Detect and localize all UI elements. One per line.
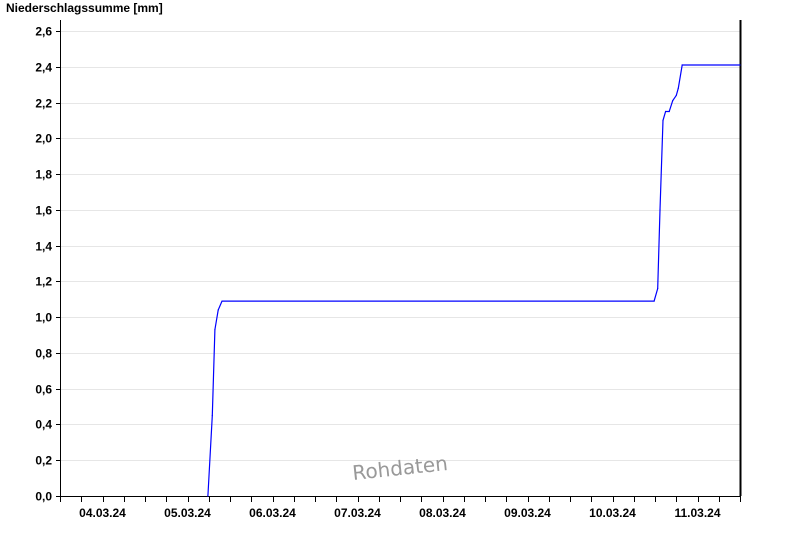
y-tick-label: 2,6 xyxy=(35,25,52,39)
x-tick-label: 06.03.24 xyxy=(249,506,296,520)
precipitation-line xyxy=(207,64,740,497)
y-tick-label: 1,6 xyxy=(35,204,52,218)
data-point xyxy=(657,287,659,290)
y-tick-label: 0,4 xyxy=(35,418,52,432)
x-tick-label: 10.03.24 xyxy=(589,506,636,520)
data-point xyxy=(677,87,679,89)
x-tick-label: 08.03.24 xyxy=(419,506,466,520)
data-point xyxy=(221,300,223,302)
data-point xyxy=(211,414,213,417)
data-point xyxy=(739,64,741,66)
y-tick-label: 0,0 xyxy=(35,490,52,504)
y-tick-label: 0,8 xyxy=(35,347,52,361)
y-tick-label: 2,4 xyxy=(35,61,52,75)
x-tick-label: 05.03.24 xyxy=(164,506,211,520)
data-point xyxy=(675,94,677,96)
y-tick-label: 1,0 xyxy=(35,311,52,325)
data-point xyxy=(207,495,209,497)
x-tick-label: 11.03.24 xyxy=(674,506,720,520)
data-point xyxy=(659,209,661,211)
y-tick-label: 0,6 xyxy=(35,383,52,397)
data-point xyxy=(681,64,683,66)
data-point xyxy=(665,110,667,113)
data-point xyxy=(668,110,670,113)
watermark: Rohdaten xyxy=(351,451,449,485)
data-point xyxy=(214,329,216,331)
y-tick-label: 1,2 xyxy=(35,275,52,289)
y-tick-label: 2,2 xyxy=(35,97,52,111)
y-tick-label: 0,2 xyxy=(35,454,52,468)
y-tick-label: 2,0 xyxy=(35,132,52,146)
y-tick-label: 1,4 xyxy=(35,240,52,254)
data-point xyxy=(217,309,219,311)
x-tick-label: 04.03.24 xyxy=(79,506,126,520)
x-tick-label: 07.03.24 xyxy=(334,506,381,520)
y-tick-label: 1,8 xyxy=(35,168,52,182)
x-tick-label: 09.03.24 xyxy=(504,506,551,520)
data-point xyxy=(662,119,664,122)
data-point xyxy=(653,300,655,302)
y-axis-label: Niederschlagssumme [mm] xyxy=(6,1,163,15)
data-point xyxy=(672,100,674,102)
